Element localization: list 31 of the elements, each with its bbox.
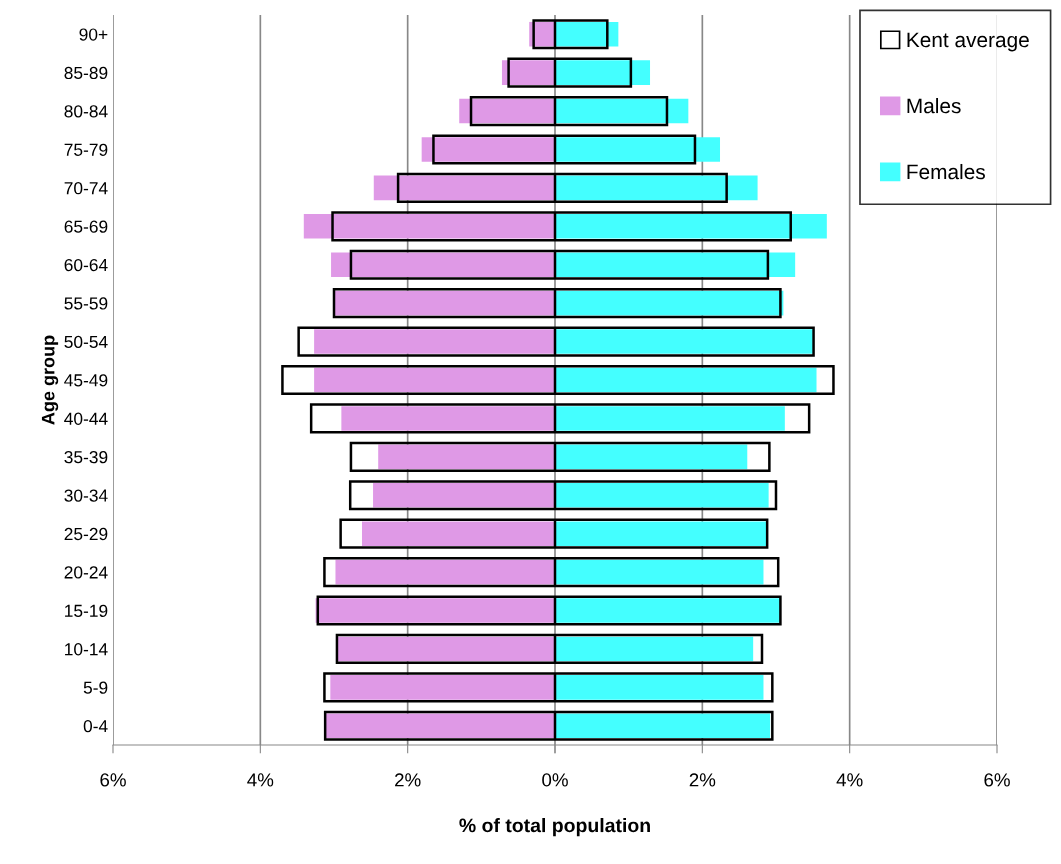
y-tick-label: 90+ bbox=[79, 28, 108, 41]
y-tick-label: 85-89 bbox=[64, 66, 108, 80]
y-tick-label: 35-39 bbox=[64, 451, 108, 464]
x-tick-label: 4% bbox=[836, 773, 863, 787]
legend-label: Males bbox=[907, 97, 961, 114]
legend-label: Kent average bbox=[907, 32, 1029, 52]
y-tick-label: 75-79 bbox=[64, 143, 108, 156]
y-tick-label: 40-44 bbox=[64, 412, 108, 425]
y-tick-label: 80-84 bbox=[64, 105, 108, 118]
x-axis-title: % of total population bbox=[459, 818, 650, 837]
x-tick-label: 6% bbox=[984, 773, 1010, 787]
y-tick-label: 10-14 bbox=[65, 643, 108, 656]
y-tick-label: 0-4 bbox=[83, 719, 108, 733]
y-tick-label: 55-59 bbox=[64, 297, 108, 310]
x-tick-label: 6% bbox=[100, 773, 126, 787]
y-tick-label: 70-74 bbox=[64, 182, 108, 195]
x-tick-label: 4% bbox=[247, 773, 274, 787]
y-tick-label: 25-29 bbox=[64, 527, 108, 541]
y-tick-label: 5-9 bbox=[83, 681, 108, 694]
x-tick-label: 2% bbox=[395, 773, 421, 787]
y-tick-label: 15-19 bbox=[65, 604, 108, 617]
y-tick-label: 45-49 bbox=[64, 374, 108, 387]
y-tick-label: 30-34 bbox=[64, 489, 108, 502]
y-tick-label: 65-69 bbox=[64, 220, 108, 233]
y-tick-label: 50-54 bbox=[64, 335, 108, 349]
y-tick-label: 20-24 bbox=[64, 566, 108, 579]
legend-label: Females bbox=[907, 163, 985, 180]
y-axis-title: Age group bbox=[41, 335, 59, 425]
x-tick-label: 2% bbox=[689, 773, 716, 787]
x-tick-label: 0% bbox=[542, 773, 568, 787]
y-tick-label: 60-64 bbox=[64, 258, 108, 272]
